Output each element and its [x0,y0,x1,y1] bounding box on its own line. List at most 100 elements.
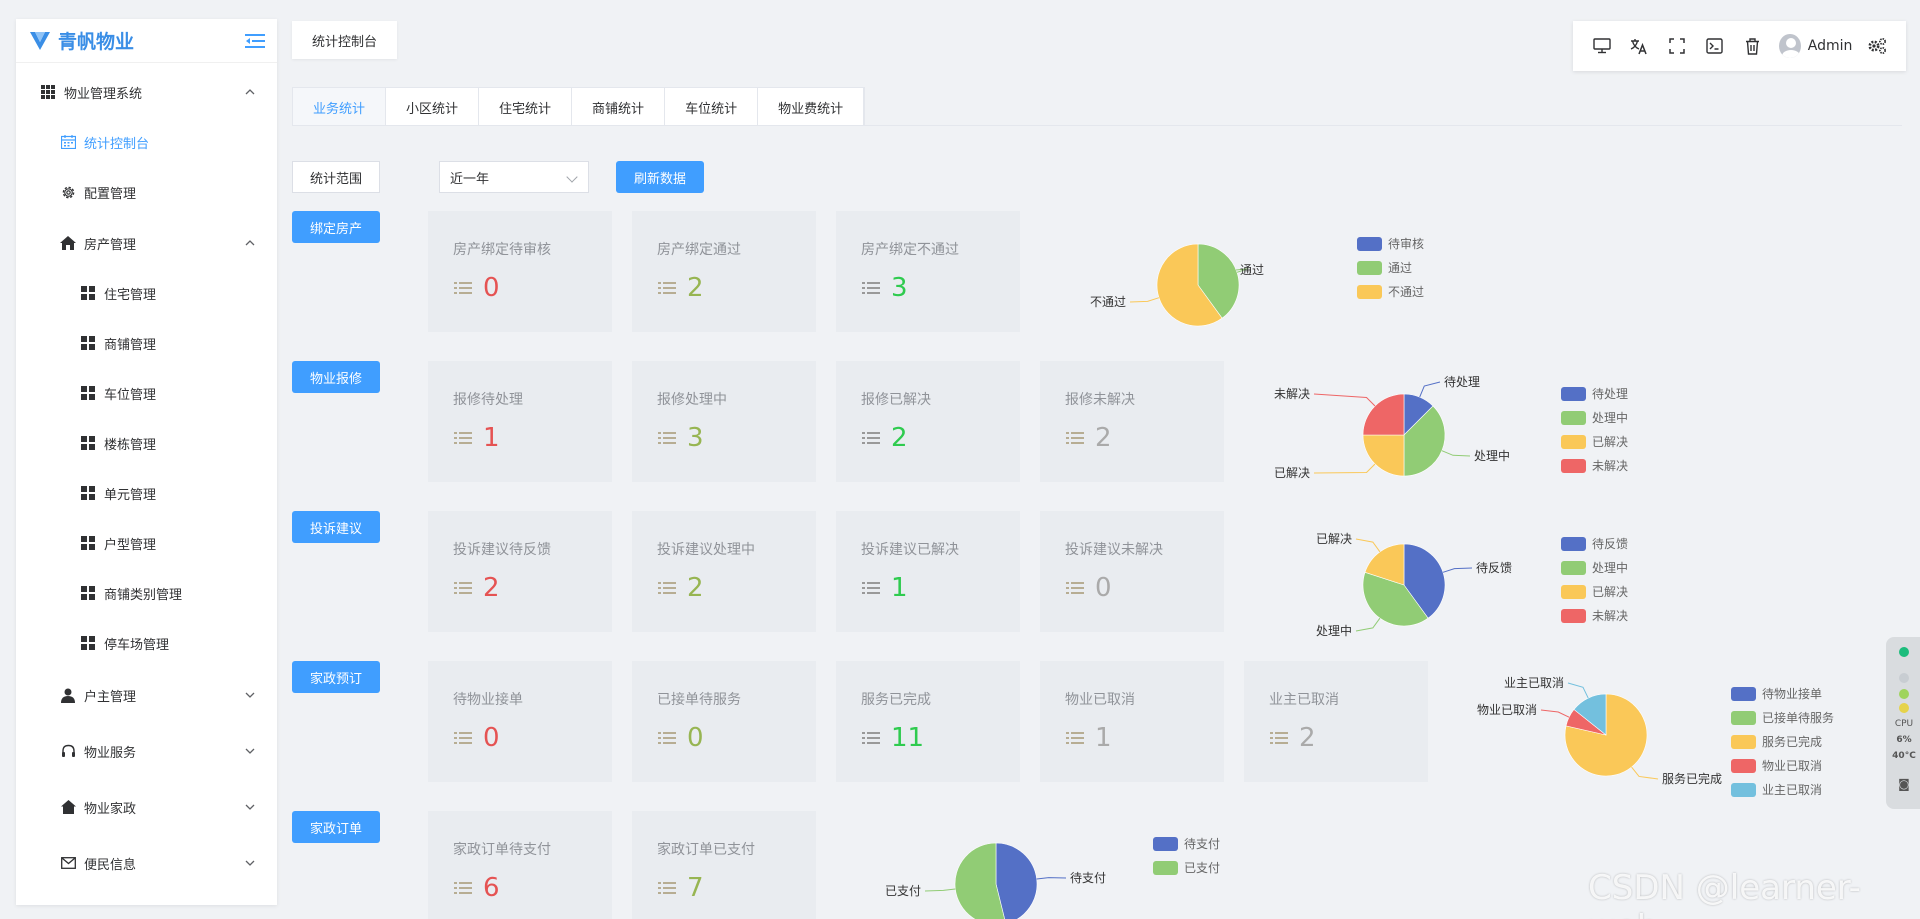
menu-fold-icon[interactable] [245,33,265,49]
terminal-icon[interactable] [1704,34,1726,58]
tab-community[interactable]: 小区统计 [386,88,480,126]
pie-slice[interactable] [1573,693,1607,736]
stat-card-number: 0 [1095,573,1112,603]
stat-card: 报修未解决 2 [1040,361,1224,482]
legend-item[interactable]: 业主已取消 [1731,781,1822,798]
legend-label: 处理中 [1592,561,1629,575]
page-tag-dashboard[interactable]: 统计控制台 [292,21,398,59]
stat-card-value-row: 2 [1269,723,1316,753]
tab-parking[interactable]: 车位统计 [665,88,759,126]
legend-item[interactable]: 处理中 [1561,409,1628,426]
user-name[interactable]: Admin [1807,38,1853,54]
trash-icon[interactable] [1742,34,1764,58]
sidebar-item-housekeeping[interactable]: 物业家政 [16,787,277,827]
mail-icon [60,855,76,871]
desktop-icon[interactable] [1591,34,1613,58]
legend-swatch [1731,686,1756,701]
pie-slice[interactable] [1362,434,1405,477]
list-icon [862,732,880,744]
pie-slice[interactable] [995,842,1038,919]
pie-label-line [1313,393,1376,407]
system-monitor-widget[interactable]: CPU 6% 40°C ◙ [1886,637,1920,809]
section-button-complaint[interactable]: 投诉建议 [292,511,380,543]
house-icon [60,799,76,815]
logo-icon [30,31,50,50]
legend-item[interactable]: 待反馈 [1561,535,1628,552]
tab-shop[interactable]: 商铺统计 [572,88,666,126]
legend-swatch [1357,284,1382,299]
stat-card: 投诉建议待反馈 2 [428,511,612,632]
pie-label-line [1441,450,1471,457]
legend-item[interactable]: 待处理 [1561,385,1628,402]
sidebar-item-shop-category[interactable]: 商铺类别管理 [16,573,277,613]
stat-card-value-row: 7 [657,873,704,903]
legend-item[interactable]: 通过 [1357,259,1412,276]
list-icon [658,432,676,444]
sidebar-item-shop[interactable]: 商铺管理 [16,323,277,363]
settings-gears-icon[interactable] [1866,34,1888,58]
camera-icon[interactable]: ◙ [1898,777,1910,791]
tab-property-fee[interactable]: 物业费统计 [758,88,865,126]
fullscreen-icon[interactable] [1666,34,1688,58]
user-icon [60,687,76,703]
sidebar-item-parking-lot[interactable]: 停车场管理 [16,623,277,663]
sidebar-item-owner[interactable]: 户主管理 [16,675,277,715]
pie-slice[interactable] [1156,243,1223,327]
legend-label: 待审核 [1388,237,1425,251]
section-button-housekeeping-booking[interactable]: 家政预订 [292,661,380,693]
legend-item[interactable]: 待审核 [1357,235,1424,252]
list-icon [862,582,880,594]
stat-card-title: 已接单待服务 [657,692,741,708]
sidebar-item-system[interactable]: 物业管理系统 [16,72,277,112]
sidebar-item-dashboard[interactable]: 统计控制台 [16,122,277,162]
pie-label: 不通过 [1090,295,1126,309]
pie-slice[interactable] [1362,393,1405,436]
sidebar-item-service[interactable]: 物业服务 [16,731,277,771]
section-button-bind[interactable]: 绑定房产 [292,211,380,243]
sidebar-item-info[interactable]: 便民信息 [16,843,277,883]
legend-label: 已解决 [1592,435,1629,449]
tab-business[interactable]: 业务统计 [293,88,387,126]
legend-item[interactable]: 已解决 [1561,583,1628,600]
section-button-housekeeping-order[interactable]: 家政订单 [292,811,380,843]
legend-item[interactable]: 已解决 [1561,433,1628,450]
sidebar-item-label: 配置管理 [84,186,137,202]
pie-slice[interactable] [1362,571,1429,627]
legend-swatch [1561,536,1586,551]
sidebar-item-label: 户主管理 [84,689,137,705]
pie-slice[interactable] [1364,543,1405,586]
legend-item[interactable]: 物业已取消 [1731,757,1822,774]
sidebar-item-config[interactable]: 配置管理 [16,172,277,212]
legend-item[interactable]: 服务已完成 [1731,733,1822,750]
section-button-repair[interactable]: 物业报修 [292,361,380,393]
legend-item[interactable]: 已支付 [1153,859,1220,876]
range-select[interactable]: 近一年 [439,161,589,193]
stat-tabs: 业务统计 小区统计 住宅统计 商铺统计 车位统计 物业费统计 [292,87,866,126]
sidebar-item-parking-space[interactable]: 车位管理 [16,373,277,413]
sidebar-item-residence[interactable]: 住宅管理 [16,273,277,313]
legend-item[interactable]: 已接单待服务 [1731,709,1834,726]
sidebar-item-layout[interactable]: 户型管理 [16,523,277,563]
legend-swatch [1561,458,1586,473]
translate-icon[interactable] [1629,34,1651,58]
stat-card-title: 房产绑定不通过 [861,242,959,258]
stat-card-title: 待物业接单 [453,692,523,708]
stat-card: 家政订单待支付 6 [428,811,612,919]
legend-item[interactable]: 待支付 [1153,835,1220,852]
tab-residence[interactable]: 住宅统计 [479,88,573,126]
legend-item[interactable]: 处理中 [1561,559,1628,576]
avatar[interactable] [1779,34,1801,58]
sidebar-item-building[interactable]: 楼栋管理 [16,423,277,463]
legend-item[interactable]: 未解决 [1561,457,1628,474]
list-icon [862,432,880,444]
legend-swatch [1731,710,1756,725]
legend-item[interactable]: 未解决 [1561,607,1628,624]
refresh-button[interactable]: 刷新数据 [616,161,704,193]
sidebar-item-label: 统计控制台 [84,136,150,152]
sidebar-item-property[interactable]: 房产管理 [16,223,277,263]
stat-card-number: 2 [687,573,704,603]
legend-item[interactable]: 待物业接单 [1731,685,1822,702]
legend-item[interactable]: 不通过 [1357,283,1424,300]
sidebar-item-unit[interactable]: 单元管理 [16,473,277,513]
pie-slice[interactable] [1403,405,1446,477]
